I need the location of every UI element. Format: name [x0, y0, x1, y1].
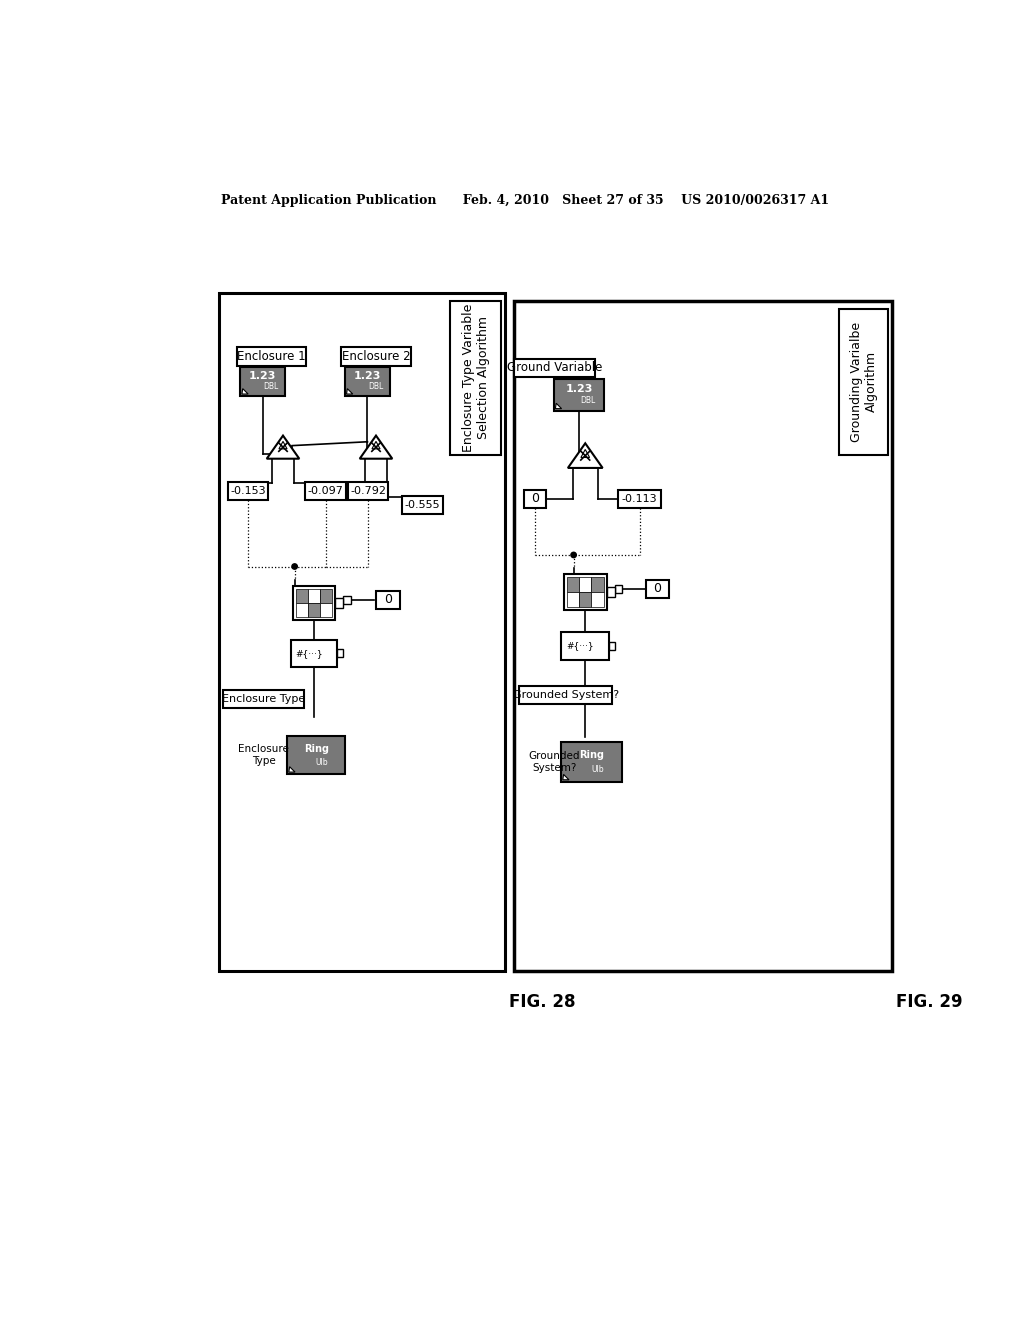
- Bar: [607, 587, 614, 597]
- Bar: [402, 496, 442, 515]
- Text: DBL: DBL: [368, 383, 383, 392]
- Bar: [451, 301, 501, 455]
- Bar: [291, 640, 337, 667]
- Bar: [519, 686, 612, 705]
- Bar: [514, 301, 892, 970]
- Text: UIb: UIb: [315, 758, 329, 767]
- Bar: [646, 579, 669, 598]
- Text: 0: 0: [653, 582, 662, 595]
- Polygon shape: [266, 436, 299, 459]
- Bar: [241, 367, 286, 396]
- Polygon shape: [346, 388, 352, 395]
- Text: Enclosure 1: Enclosure 1: [238, 350, 306, 363]
- Polygon shape: [568, 444, 602, 469]
- Bar: [840, 309, 888, 455]
- Text: #{···}: #{···}: [296, 648, 324, 657]
- Text: -0.153: -0.153: [230, 486, 266, 496]
- Text: FIG. 29: FIG. 29: [896, 993, 963, 1011]
- Bar: [561, 632, 609, 660]
- Bar: [614, 585, 623, 593]
- Text: Enclosure 2: Enclosure 2: [342, 350, 411, 363]
- Bar: [341, 347, 411, 366]
- Text: Patent Application Publication      Feb. 4, 2010   Sheet 27 of 35    US 2010/002: Patent Application Publication Feb. 4, 2…: [221, 194, 828, 207]
- Polygon shape: [359, 436, 392, 459]
- Text: DBL: DBL: [263, 383, 279, 392]
- Bar: [321, 589, 332, 603]
- Text: Enclosure Type Variable
Selection Algorithm: Enclosure Type Variable Selection Algori…: [462, 304, 489, 451]
- Text: 0: 0: [384, 594, 392, 606]
- Text: Ground Variable: Ground Variable: [507, 362, 602, 375]
- Bar: [219, 293, 505, 970]
- Bar: [579, 577, 592, 591]
- Text: 0: 0: [530, 492, 539, 506]
- Bar: [377, 591, 399, 610]
- Bar: [592, 577, 604, 591]
- Text: Enclosure
Type: Enclosure Type: [239, 744, 289, 766]
- Bar: [561, 742, 622, 781]
- Text: Ring: Ring: [579, 750, 604, 760]
- Bar: [343, 597, 351, 603]
- Text: Grounded System?: Grounded System?: [513, 690, 618, 700]
- Text: UIb: UIb: [591, 764, 604, 774]
- Text: 1.23: 1.23: [353, 371, 381, 381]
- Polygon shape: [555, 404, 561, 409]
- Text: -0.097: -0.097: [307, 486, 344, 496]
- Text: DBL: DBL: [581, 396, 596, 405]
- Bar: [609, 642, 615, 649]
- Bar: [592, 591, 604, 607]
- Text: 1.23: 1.23: [249, 371, 276, 381]
- Bar: [228, 482, 268, 500]
- Bar: [237, 347, 306, 366]
- Bar: [566, 577, 579, 591]
- Bar: [514, 359, 595, 378]
- Circle shape: [571, 552, 577, 557]
- Bar: [348, 482, 388, 500]
- Bar: [554, 379, 604, 411]
- Bar: [335, 598, 343, 607]
- Text: FIG. 28: FIG. 28: [509, 993, 575, 1011]
- Text: Enclosure Type: Enclosure Type: [222, 694, 305, 704]
- Polygon shape: [563, 775, 569, 780]
- Bar: [579, 591, 592, 607]
- Polygon shape: [289, 767, 295, 772]
- Polygon shape: [242, 388, 248, 395]
- Text: Ring: Ring: [304, 743, 329, 754]
- Bar: [223, 689, 304, 708]
- Text: Grounded
System?: Grounded System?: [528, 751, 580, 774]
- Text: -0.113: -0.113: [622, 494, 657, 504]
- Bar: [563, 574, 607, 610]
- Bar: [288, 737, 345, 775]
- Bar: [308, 589, 321, 603]
- Bar: [524, 490, 546, 508]
- Text: Grounding Varialbe
Algorithm: Grounding Varialbe Algorithm: [850, 322, 878, 442]
- Text: 1.23: 1.23: [565, 384, 593, 393]
- Bar: [305, 482, 346, 500]
- Circle shape: [292, 564, 297, 569]
- Bar: [293, 586, 335, 620]
- Bar: [345, 367, 390, 396]
- Text: #{···}: #{···}: [566, 642, 594, 651]
- Bar: [618, 490, 660, 508]
- Text: -0.792: -0.792: [350, 486, 386, 496]
- Text: -0.555: -0.555: [404, 500, 440, 510]
- Bar: [308, 603, 321, 618]
- Bar: [566, 591, 579, 607]
- Bar: [321, 603, 332, 618]
- Bar: [296, 589, 308, 603]
- Bar: [296, 603, 308, 618]
- Bar: [337, 649, 343, 657]
